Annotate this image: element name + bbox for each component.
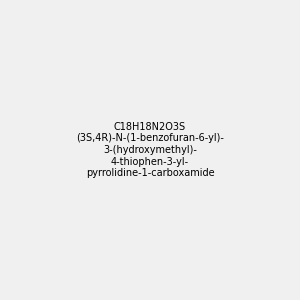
Text: C18H18N2O3S
(3S,4R)-N-(1-benzofuran-6-yl)-
3-(hydroxymethyl)-
4-thiophen-3-yl-
p: C18H18N2O3S (3S,4R)-N-(1-benzofuran-6-yl…: [76, 122, 224, 178]
